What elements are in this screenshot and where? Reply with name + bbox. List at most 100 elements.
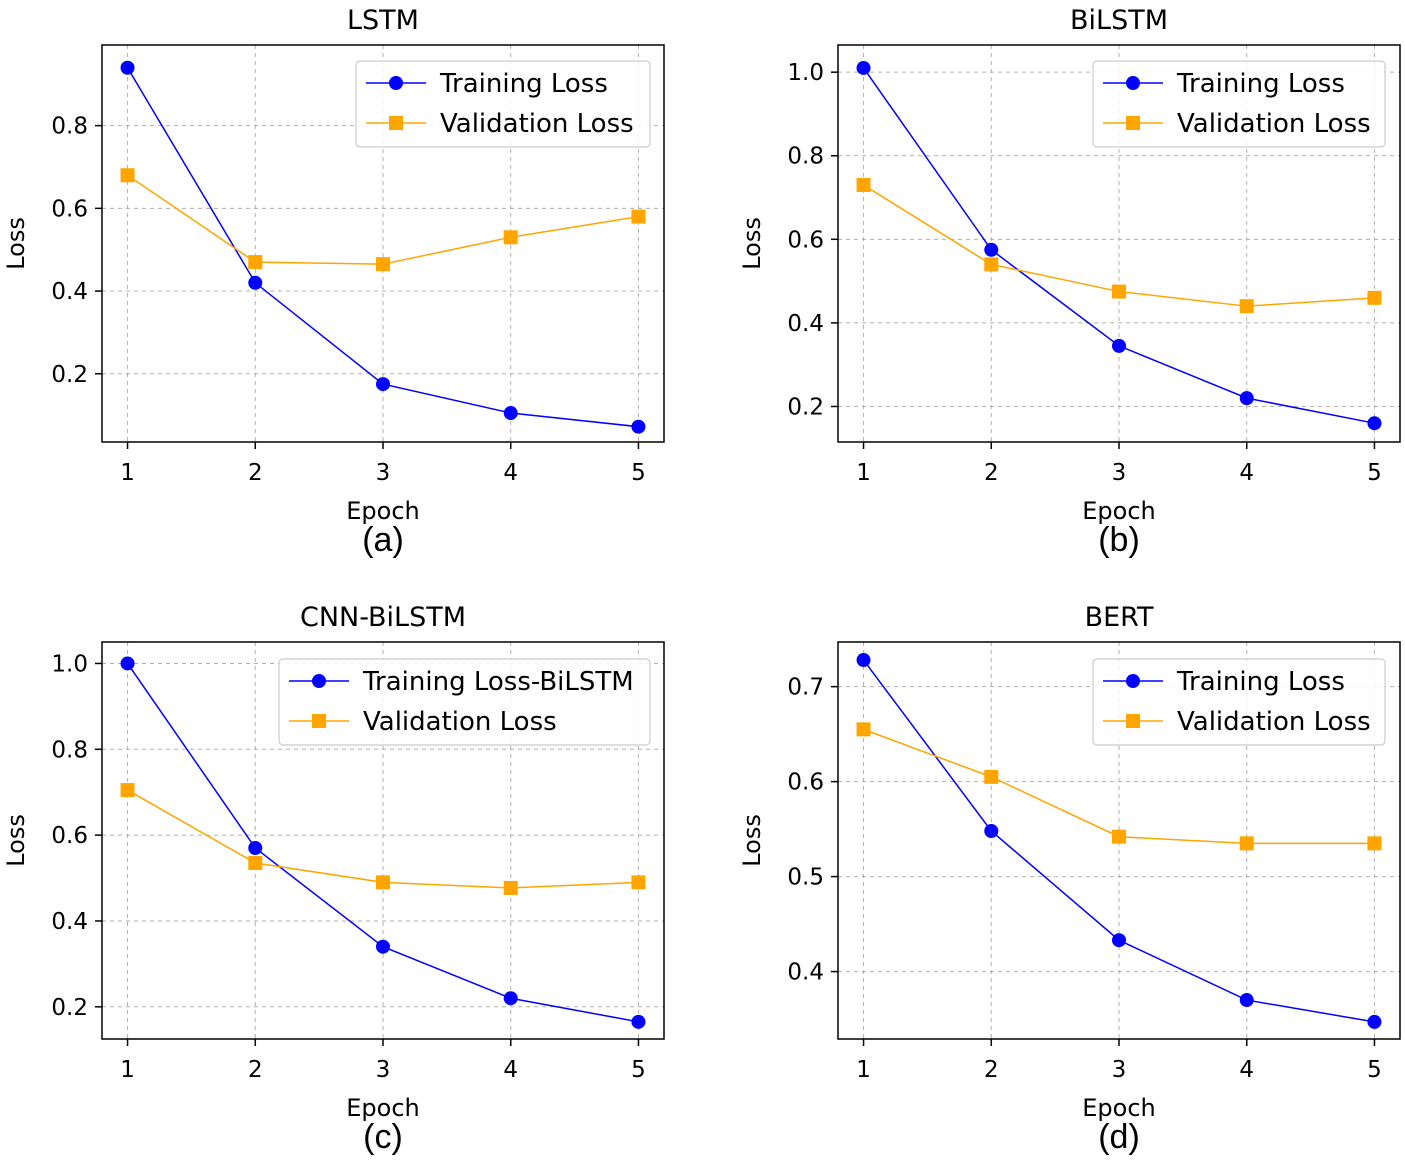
x-tick-label: 5 xyxy=(1367,460,1382,486)
chart-panel-3: CNN-BiLSTM 1 2 3 4 5 0.2 0.4 0.6 0.8 1.0 Epoch Loss T… xyxy=(2,602,665,1156)
y-tick-label: 0.4 xyxy=(51,909,88,935)
data-point-training xyxy=(120,60,135,75)
data-point-training xyxy=(248,275,263,290)
legend-box xyxy=(1092,658,1386,746)
data-point-validation xyxy=(1367,290,1382,305)
data-point-validation xyxy=(120,783,135,798)
legend-box xyxy=(1092,60,1386,148)
data-point-validation xyxy=(248,255,263,270)
chart-panel-1: LSTM 1 2 3 4 5 0.2 0.4 0.6 0.8 Epoch Loss Training L… xyxy=(2,5,665,559)
data-point-training xyxy=(984,824,999,839)
data-point-validation xyxy=(984,769,999,784)
y-tick-label: 0.2 xyxy=(51,362,88,388)
data-point-training xyxy=(984,242,999,257)
x-tick-label: 1 xyxy=(120,460,135,486)
x-tick-label: 2 xyxy=(248,460,263,486)
legend-label: Training Loss xyxy=(439,69,608,99)
legend-label: Training Loss-BiLSTM xyxy=(362,667,634,697)
data-point-training xyxy=(1239,391,1254,406)
data-point-validation xyxy=(376,257,390,272)
y-axis-label: Loss xyxy=(2,217,30,270)
legend: Training Loss Validation Loss xyxy=(355,60,651,148)
y-tick-label: 0.2 xyxy=(787,394,824,420)
y-tick-label: 1.0 xyxy=(787,60,824,86)
data-point-training xyxy=(503,406,518,421)
y-tick-label: 0.6 xyxy=(51,823,88,849)
y-tick-label: 0.2 xyxy=(51,995,88,1021)
x-tick-label: 4 xyxy=(503,460,518,486)
x-tick-label: 4 xyxy=(1239,460,1254,486)
legend-marker-square xyxy=(1126,714,1140,728)
data-point-training xyxy=(503,991,518,1006)
y-tick-label: 0.7 xyxy=(787,675,824,701)
legend-label: Training Loss xyxy=(1176,667,1345,697)
legend-marker-circle xyxy=(1126,674,1140,688)
x-tick-label: 5 xyxy=(631,460,646,486)
x-tick-label: 3 xyxy=(1112,460,1127,486)
legend-marker-circle xyxy=(389,76,403,90)
y-axis-label: Loss xyxy=(738,814,766,867)
data-point-validation xyxy=(631,875,646,890)
x-tick-label: 1 xyxy=(856,460,871,486)
data-point-training xyxy=(1112,933,1126,948)
y-tick-label: 0.6 xyxy=(51,196,88,222)
data-point-validation xyxy=(984,257,999,272)
chart-panel-2: BiLSTM 1 2 3 4 5 0.2 0.4 0.6 0.8 1.0 Epoch Loss Train… xyxy=(738,5,1401,559)
data-point-validation xyxy=(1112,284,1126,299)
legend-marker-square xyxy=(389,116,403,130)
x-tick-label: 3 xyxy=(376,460,391,486)
panel-caption: (c) xyxy=(363,1118,403,1156)
chart-title: CNN-BiLSTM xyxy=(300,602,466,633)
x-tick-label: 3 xyxy=(376,1057,391,1083)
data-point-training xyxy=(1367,416,1382,431)
legend: Training Loss Validation Loss xyxy=(1092,60,1386,148)
data-point-validation xyxy=(856,177,871,192)
plot-frame xyxy=(101,641,665,1040)
legend-label: Validation Loss xyxy=(1177,707,1371,737)
x-tick-label: 2 xyxy=(248,1057,263,1083)
y-axis-label: Loss xyxy=(2,814,30,867)
data-point-training xyxy=(376,377,390,392)
data-point-training xyxy=(856,60,871,75)
chart-title: BiLSTM xyxy=(1070,5,1168,36)
y-axis-label: Loss xyxy=(738,217,766,270)
y-tick-label: 0.4 xyxy=(51,279,88,305)
data-point-validation xyxy=(376,875,390,890)
legend-label: Validation Loss xyxy=(440,109,634,139)
x-axis-label: Epoch xyxy=(346,497,420,525)
legend-label: Validation Loss xyxy=(363,707,557,737)
y-tick-label: 0.6 xyxy=(787,770,824,796)
x-tick-label: 2 xyxy=(984,1057,999,1083)
y-tick-label: 0.5 xyxy=(787,865,824,891)
y-tick-label: 0.4 xyxy=(787,311,824,337)
legend-box xyxy=(278,658,651,746)
plot-frame xyxy=(101,44,665,443)
x-tick-label: 3 xyxy=(1112,1057,1127,1083)
chart-title: LSTM xyxy=(347,5,419,36)
data-point-validation xyxy=(1239,299,1254,314)
data-point-validation xyxy=(1112,829,1126,844)
x-tick-label: 1 xyxy=(120,1057,135,1083)
y-tick-label: 0.4 xyxy=(787,960,824,986)
data-point-training xyxy=(1239,993,1254,1008)
x-tick-label: 4 xyxy=(503,1057,518,1083)
y-tick-label: 0.8 xyxy=(51,737,88,763)
legend-marker-circle xyxy=(312,674,326,688)
data-point-validation xyxy=(1239,836,1254,851)
series-line-2 xyxy=(127,174,639,265)
data-point-validation xyxy=(856,722,871,737)
plot-frame xyxy=(837,44,1401,443)
data-point-training xyxy=(376,939,390,954)
panel-caption: (d) xyxy=(1098,1118,1140,1156)
x-tick-label: 1 xyxy=(856,1057,871,1083)
legend-marker-circle xyxy=(1126,76,1140,90)
plot-frame xyxy=(837,641,1401,1040)
panel-caption: (a) xyxy=(362,521,404,559)
data-point-training xyxy=(631,419,646,434)
x-tick-label: 5 xyxy=(631,1057,646,1083)
x-axis-label: Epoch xyxy=(346,1094,420,1122)
data-point-training xyxy=(856,653,871,668)
legend-box xyxy=(355,60,651,148)
legend-marker-square xyxy=(1126,116,1140,130)
